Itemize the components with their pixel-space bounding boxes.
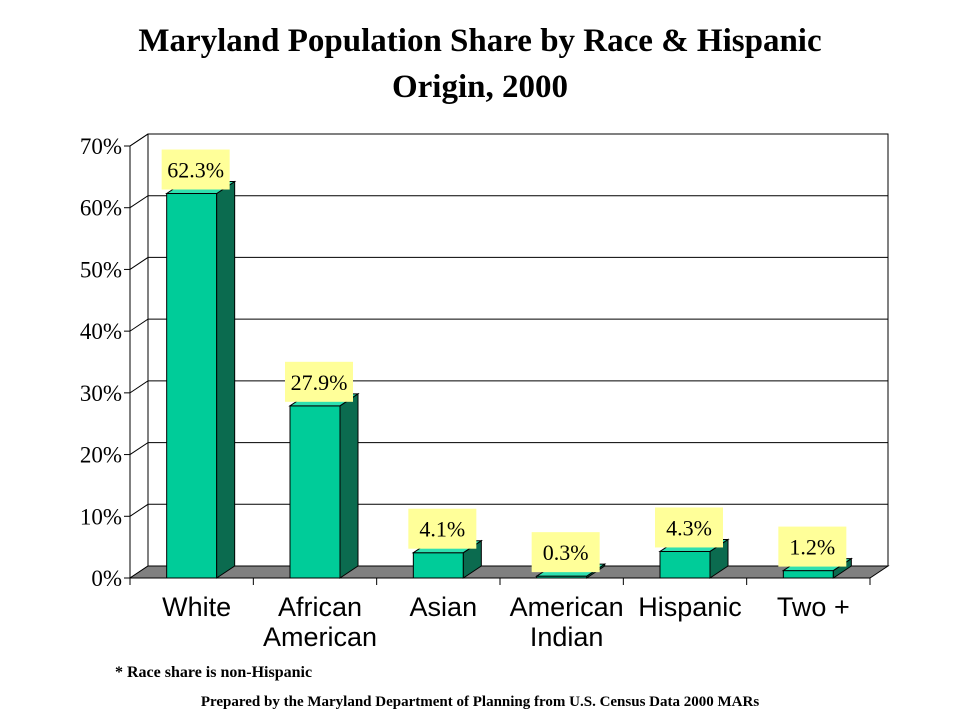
- data-label-box: [778, 526, 847, 567]
- source-credit: Prepared by the Maryland Department of P…: [200, 694, 760, 710]
- x-category-label: Asian: [410, 592, 478, 622]
- x-category-label: Indian: [530, 622, 604, 652]
- data-label-box: [655, 507, 723, 548]
- bar-front: [412, 552, 464, 579]
- bar-front: [289, 405, 341, 579]
- x-category-label: White: [162, 592, 231, 622]
- gridline: [129, 442, 888, 455]
- data-label: 1.2%: [789, 535, 835, 560]
- bar-chart: 0% 10% 20% 30% 40% 50% 60% 70% 62.3% White 27.9% Af…: [80, 133, 890, 652]
- x-category-label: African: [278, 592, 362, 622]
- y-tick-label: 20%: [80, 443, 122, 468]
- x-category-label: American: [510, 592, 624, 622]
- bar-side: [216, 180, 236, 579]
- x-category-label: American: [263, 622, 377, 652]
- bar-group: 27.9%: [285, 361, 360, 579]
- chart-title-line-2: Origin, 2000: [391, 69, 568, 105]
- data-label: 4.1%: [419, 517, 465, 542]
- gridline: [129, 503, 888, 517]
- data-label: 0.3%: [543, 540, 589, 565]
- y-tick-label: 30%: [80, 381, 122, 406]
- data-label-box: [285, 361, 353, 402]
- gridline: [129, 380, 888, 394]
- y-tick-label: 10%: [80, 504, 122, 529]
- bar-side: [339, 392, 359, 579]
- gridline: [129, 318, 888, 332]
- chart-title: Maryland Population Share by Race & Hisp…: [0, 18, 960, 110]
- x-category-label: Hispanic: [638, 592, 742, 622]
- gridline: [129, 133, 888, 147]
- data-label: 62.3%: [167, 158, 224, 183]
- y-tick-label: 60%: [80, 196, 122, 221]
- bar-front: [659, 550, 711, 579]
- bar-front: [782, 570, 834, 579]
- y-tick-label: 0%: [91, 566, 122, 591]
- x-category-label: Two +: [777, 592, 850, 622]
- footnote: * Race share is non-Hispanic: [115, 664, 313, 681]
- bar-front: [166, 193, 218, 579]
- data-label-box: [531, 532, 600, 573]
- bar-group: 1.2%: [778, 526, 853, 579]
- bar-group: 0.3%: [531, 532, 607, 579]
- chart-title-line-1: Maryland Population Share by Race & Hisp…: [138, 23, 822, 59]
- data-label: 4.3%: [666, 515, 712, 540]
- data-label: 27.9%: [291, 370, 348, 395]
- chart-floor: [128, 565, 890, 579]
- y-tick-label: 50%: [80, 257, 122, 282]
- y-tick-label: 70%: [80, 134, 122, 159]
- plot-back-wall: [147, 133, 889, 567]
- y-tick-label: 40%: [80, 319, 122, 344]
- gridline: [129, 256, 888, 270]
- gridline: [129, 195, 888, 209]
- bar-group: 4.3%: [655, 507, 730, 579]
- bar-group: 62.3%: [161, 149, 237, 579]
- data-label-box: [161, 149, 230, 190]
- bar-group: 4.1%: [408, 508, 483, 579]
- data-label-box: [408, 508, 477, 549]
